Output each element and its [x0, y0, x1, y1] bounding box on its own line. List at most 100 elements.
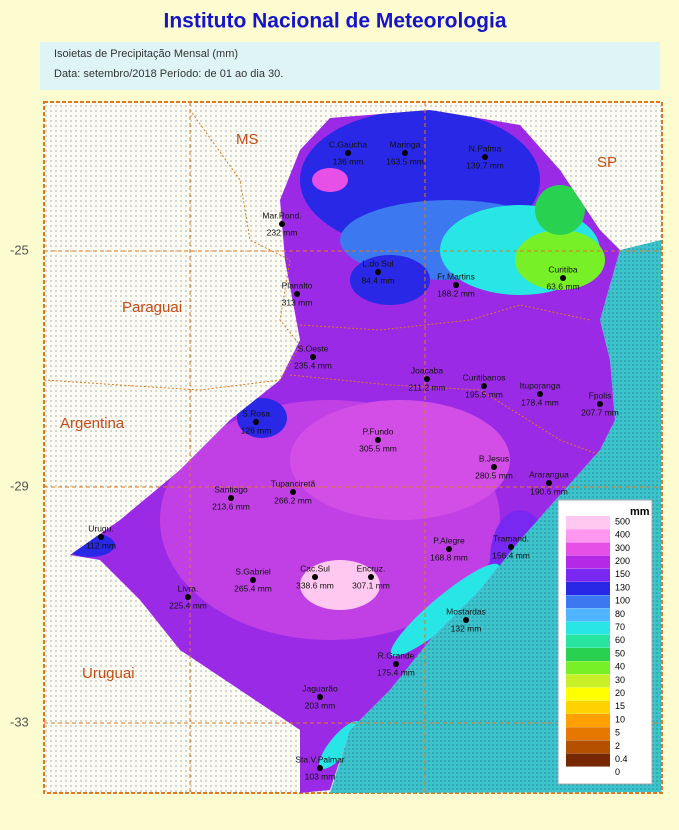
legend-swatch	[566, 555, 610, 569]
region-label: Uruguai	[82, 665, 135, 682]
station-dot	[253, 419, 259, 425]
legend-swatch	[566, 648, 610, 661]
station-dot	[560, 275, 566, 281]
station-dot	[482, 154, 488, 160]
station-value: 266.2 mm	[274, 495, 312, 505]
legend-swatch	[566, 608, 610, 622]
station-value: 190.6 mm	[530, 486, 568, 496]
legend-swatch	[566, 687, 610, 701]
station-name: Ituporanga	[520, 380, 561, 390]
station-value: 307.1 mm	[352, 580, 390, 590]
station-dot	[185, 594, 191, 600]
station-dot	[481, 383, 487, 389]
station-dot	[98, 534, 104, 540]
station-value: 211.2 mm	[408, 382, 445, 392]
station-name: P.Alegre	[433, 535, 465, 545]
station-value: 213.6 mm	[212, 501, 250, 511]
info-line: Data: setembro/2018 Período: de 01 ao di…	[54, 68, 283, 80]
legend-label: 20	[615, 688, 625, 698]
station-name: Fr.Martins	[437, 271, 475, 281]
station-dot	[317, 694, 323, 700]
station-dot	[402, 150, 408, 156]
legend-label: 80	[615, 609, 625, 619]
station-value: 139.7 mm	[466, 160, 504, 170]
station-value: 103 mm	[305, 771, 336, 781]
legend-label: 300	[615, 543, 630, 553]
station-name: Mostardas	[446, 606, 486, 616]
legend-swatch	[566, 766, 610, 780]
station-value: 203 mm	[305, 700, 336, 710]
legend-swatch	[566, 516, 610, 529]
station-name: Tupanciretã	[271, 478, 316, 488]
station-value: 63.6 mm	[546, 281, 579, 291]
station-name: Jaguarão	[302, 683, 338, 693]
legend-label: 100	[615, 596, 630, 606]
station-name: R.Grande	[378, 650, 415, 660]
legend-label: 50	[615, 648, 625, 658]
station-dot	[597, 401, 603, 407]
station-value: 168.8 mm	[430, 552, 468, 562]
legend-swatch	[566, 595, 610, 609]
station-name: P.Fundo	[362, 426, 393, 436]
station-name: Ararangua	[529, 469, 569, 479]
legend-label: 10	[615, 714, 625, 724]
legend-label: 5	[615, 728, 620, 738]
station-dot	[424, 376, 430, 382]
station-dot	[294, 291, 300, 297]
station-value: 232 mm	[267, 227, 298, 237]
latitude-label: -25	[10, 242, 29, 257]
station-value: 207.7 mm	[581, 407, 619, 417]
station-name: Santiago	[214, 484, 248, 494]
legend-swatch	[566, 700, 610, 714]
station-name: Livra.	[178, 583, 199, 593]
station-value: 136 mm	[333, 156, 364, 166]
station-value: 188.2 mm	[437, 288, 475, 298]
legend-swatch	[566, 621, 610, 635]
station-value: 132 mm	[451, 623, 482, 633]
legend-label: 60	[615, 635, 625, 645]
legend-label: 70	[615, 622, 625, 632]
station-value: 84.4 mm	[361, 275, 394, 285]
station-dot	[393, 661, 399, 667]
legend-label: 150	[615, 569, 630, 579]
station-name: Urugu.	[88, 523, 114, 533]
legend-label: 40	[615, 662, 625, 672]
station-dot	[453, 282, 459, 288]
station-dot	[250, 577, 256, 583]
station-name: C.Gaucha	[329, 139, 368, 149]
station-name: L.do Sul	[362, 258, 393, 268]
legend-swatch	[566, 740, 610, 754]
station-name: Cac.Sul	[300, 563, 330, 573]
station-name: S.Oeste	[298, 343, 329, 353]
station-dot	[446, 546, 452, 552]
legend-unit: mm	[630, 506, 650, 518]
legend-label: 130	[615, 582, 630, 592]
station-name: Sta.V.Palmar	[295, 754, 344, 764]
station-name: Joacaba	[411, 365, 443, 375]
station-value: 280.5 mm	[475, 470, 513, 480]
legend-label: 0	[615, 767, 620, 777]
station-value: 178.4 mm	[521, 397, 559, 407]
station-value: 163.5 mm	[386, 156, 424, 166]
station-dot	[279, 221, 285, 227]
station-name: Encruz.	[357, 563, 386, 573]
latitude-label: -33	[10, 714, 29, 729]
station-dot	[375, 437, 381, 443]
legend-swatch	[566, 529, 610, 543]
legend-label: 200	[615, 556, 630, 566]
region-label: MS	[236, 131, 259, 148]
station-value: 156.4 mm	[492, 550, 530, 560]
info-line: Isoietas de Precipitação Mensal (mm)	[54, 48, 238, 60]
station-name: Planalto	[282, 280, 313, 290]
info-box	[40, 42, 660, 90]
legend-swatch	[566, 661, 610, 675]
station-name: Curitiba	[548, 264, 578, 274]
legend-label: 400	[615, 530, 630, 540]
station-name: Maringa	[390, 139, 421, 149]
station-dot	[546, 480, 552, 486]
legend-label: 15	[615, 701, 625, 711]
station-name: S.Rosa	[242, 408, 270, 418]
legend-label: 0.4	[615, 754, 628, 764]
station-value: 265.4 mm	[234, 583, 272, 593]
